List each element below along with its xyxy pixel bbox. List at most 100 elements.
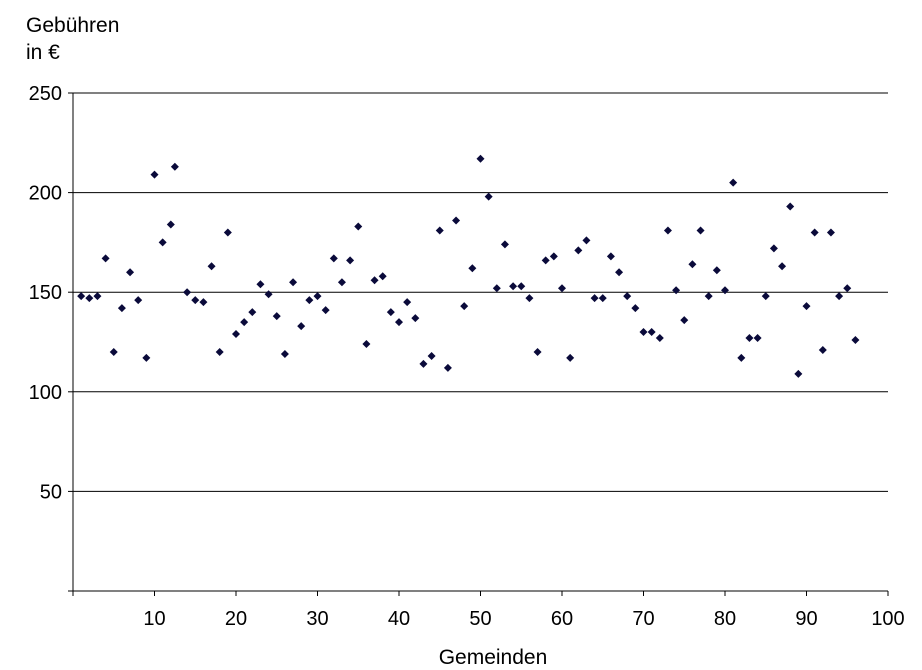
data-point bbox=[403, 298, 412, 307]
data-point bbox=[672, 286, 681, 295]
data-point bbox=[158, 238, 167, 247]
data-point bbox=[427, 351, 436, 360]
data-point bbox=[704, 292, 713, 301]
data-point bbox=[810, 228, 819, 237]
data-point bbox=[574, 246, 583, 255]
gridlines bbox=[73, 92, 888, 492]
data-point bbox=[183, 288, 192, 297]
y-axis-label-line-1: Gebühren bbox=[26, 14, 120, 37]
data-point bbox=[215, 347, 224, 356]
data-point bbox=[150, 170, 159, 179]
data-point bbox=[712, 266, 721, 275]
data-point bbox=[435, 226, 444, 235]
data-point bbox=[729, 178, 738, 187]
data-point bbox=[93, 292, 102, 301]
data-point bbox=[590, 294, 599, 303]
data-point bbox=[109, 347, 118, 356]
data-point bbox=[851, 336, 860, 345]
data-point bbox=[696, 226, 705, 235]
data-point bbox=[541, 256, 550, 265]
data-point bbox=[786, 202, 795, 211]
data-point bbox=[835, 292, 844, 301]
data-point bbox=[492, 284, 501, 293]
data-point bbox=[207, 262, 216, 271]
data-point bbox=[639, 328, 648, 337]
data-point bbox=[778, 262, 787, 271]
x-tick-label: 30 bbox=[306, 608, 328, 630]
data-point bbox=[647, 328, 656, 337]
data-point bbox=[598, 294, 607, 303]
data-point bbox=[663, 226, 672, 235]
data-point bbox=[378, 272, 387, 281]
data-point bbox=[240, 318, 249, 327]
data-point bbox=[753, 334, 762, 343]
data-point bbox=[272, 312, 281, 321]
data-point bbox=[737, 353, 746, 362]
data-point bbox=[818, 345, 827, 354]
data-point bbox=[77, 292, 86, 301]
data-point bbox=[346, 256, 355, 265]
data-point bbox=[170, 162, 179, 171]
x-tick-label: 60 bbox=[551, 608, 573, 630]
x-tick-label: 100 bbox=[871, 608, 904, 630]
data-point bbox=[126, 268, 135, 277]
data-point bbox=[721, 286, 729, 295]
data-point bbox=[476, 154, 485, 163]
data-point bbox=[549, 252, 558, 261]
y-tick-labels: 50 100 150 200 250 bbox=[29, 83, 62, 503]
data-point bbox=[248, 308, 257, 317]
data-point bbox=[386, 308, 395, 317]
data-point bbox=[509, 282, 518, 291]
data-point bbox=[134, 296, 143, 305]
axes bbox=[68, 92, 889, 596]
data-point bbox=[615, 268, 624, 277]
data-point bbox=[289, 278, 298, 287]
data-point bbox=[223, 228, 232, 237]
x-tick-labels: 10 20 30 40 50 60 70 80 90 100 bbox=[143, 608, 904, 630]
x-tick-label: 50 bbox=[469, 608, 491, 630]
data-point bbox=[794, 369, 803, 378]
x-tick-label: 90 bbox=[795, 608, 817, 630]
data-points bbox=[77, 154, 860, 378]
y-axis-label-line-2: in € bbox=[26, 41, 60, 64]
data-point bbox=[191, 296, 200, 305]
x-tick-label: 10 bbox=[143, 608, 165, 630]
data-point bbox=[297, 322, 306, 331]
data-point bbox=[305, 296, 314, 305]
data-point bbox=[354, 222, 363, 231]
data-point bbox=[500, 240, 509, 249]
data-point bbox=[142, 353, 151, 362]
y-tick-label: 200 bbox=[29, 183, 62, 205]
data-point bbox=[395, 318, 403, 327]
data-point bbox=[525, 294, 534, 303]
x-axis-label: Gemeinden bbox=[439, 646, 548, 669]
data-point bbox=[101, 254, 110, 263]
data-point bbox=[745, 334, 754, 343]
data-point bbox=[606, 252, 615, 261]
data-point bbox=[655, 334, 664, 343]
data-point bbox=[761, 292, 770, 301]
data-point bbox=[802, 302, 811, 311]
data-point bbox=[468, 264, 477, 273]
data-point bbox=[558, 284, 566, 293]
data-point bbox=[533, 347, 542, 356]
y-tick-label: 250 bbox=[29, 83, 62, 105]
data-point bbox=[566, 353, 575, 362]
data-point bbox=[166, 220, 175, 229]
data-point bbox=[264, 290, 273, 299]
data-point bbox=[419, 359, 428, 368]
data-point bbox=[452, 216, 461, 225]
data-point bbox=[460, 302, 469, 311]
data-point bbox=[443, 363, 452, 372]
data-point bbox=[411, 314, 420, 323]
data-point bbox=[623, 292, 632, 301]
data-point bbox=[280, 349, 289, 358]
data-point bbox=[313, 292, 322, 301]
x-tick-label: 80 bbox=[714, 608, 736, 630]
data-point bbox=[370, 276, 379, 285]
x-tick-label: 20 bbox=[225, 608, 247, 630]
data-point bbox=[517, 282, 526, 291]
data-point bbox=[85, 294, 94, 303]
data-point bbox=[680, 316, 689, 325]
